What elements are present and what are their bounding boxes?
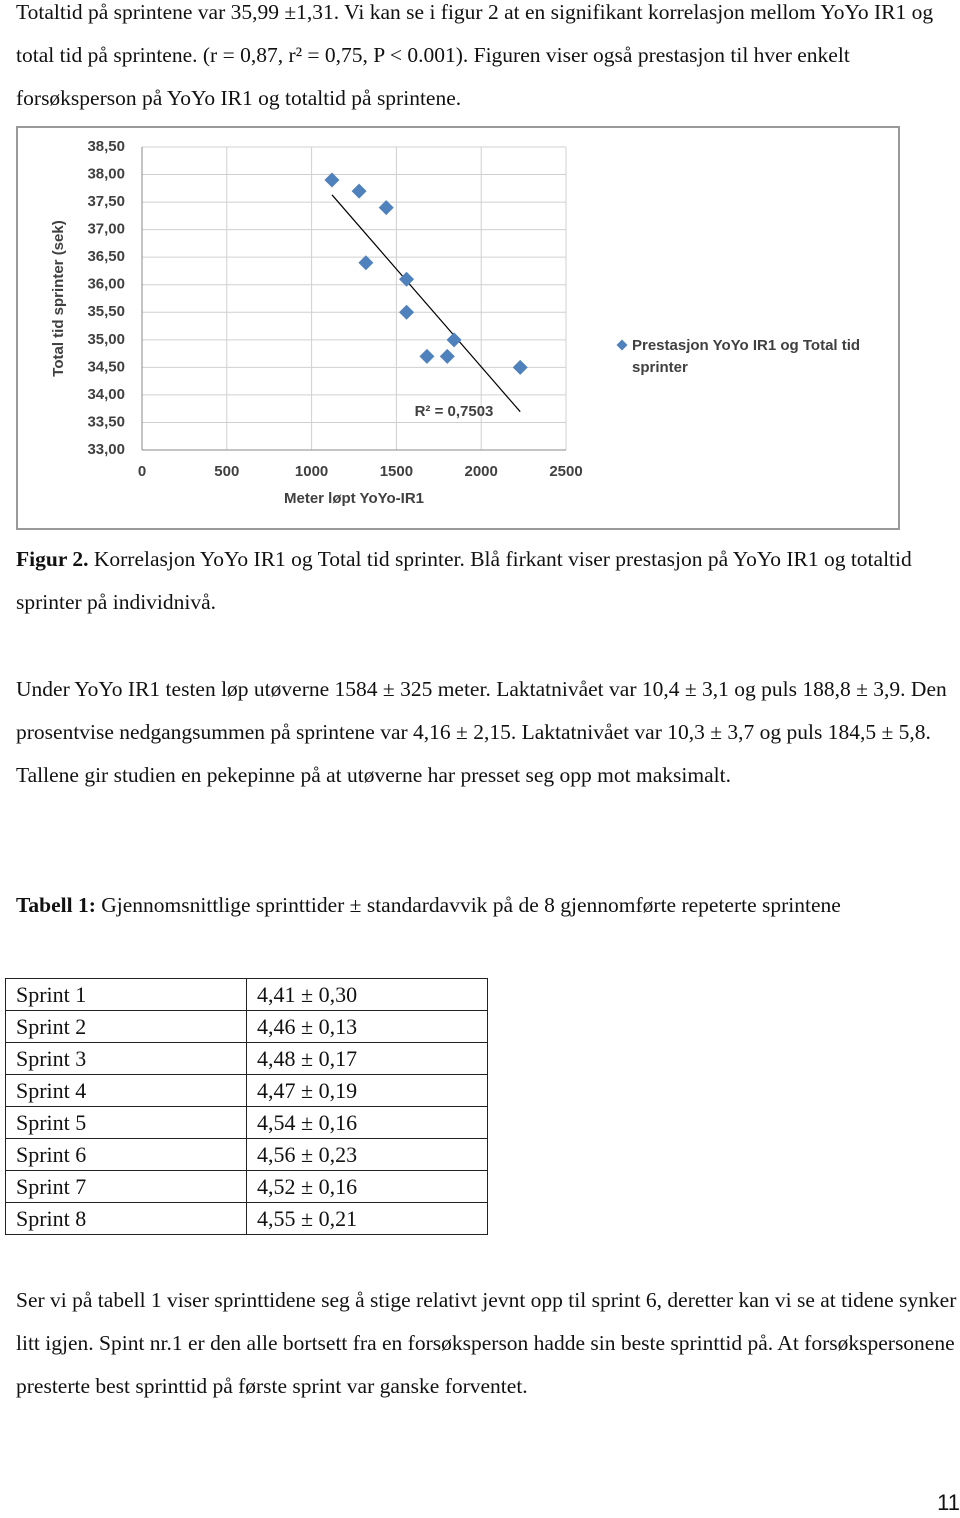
data-point: [351, 183, 367, 199]
y-tick-label: 36,00: [87, 276, 125, 293]
table-cell: 4,47 ± 0,19: [246, 1074, 488, 1107]
table-row: Sprint 8 4,55 ± 0,21: [5, 1202, 488, 1235]
chart: 33,00 33,50 34,00 34,50 35,00 35,50 36,00 36,50…: [50, 138, 628, 507]
y-tick-label: 34,00: [87, 386, 125, 403]
data-point: [446, 332, 462, 348]
table-caption: Tabell 1: Gjennomsnittlige sprinttider ±…: [16, 884, 916, 927]
x-tick-label: 0: [138, 463, 146, 480]
table-cell: Sprint 5: [5, 1106, 247, 1139]
data-point: [378, 200, 394, 216]
legend-marker: [616, 339, 628, 351]
table-cell: Sprint 7: [5, 1170, 247, 1203]
table-cell: 4,41 ± 0,30: [246, 978, 488, 1011]
paragraph: Ser vi på tabell 1 viser sprinttidene se…: [16, 1288, 957, 1398]
y-tick-label: 35,50: [87, 303, 125, 320]
table-row: Sprint 3 4,48 ± 0,17: [5, 1042, 488, 1075]
x-tick-label: 1000: [295, 463, 328, 480]
data-point: [439, 348, 455, 364]
table-row: Sprint 7 4,52 ± 0,16: [5, 1170, 488, 1203]
table: Sprint 1 4,41 ± 0,30 Sprint 2 4,46 ± 0,13 Sp…: [5, 978, 488, 1235]
x-tick-label: 2000: [465, 463, 498, 480]
x-tick-label: 500: [214, 463, 239, 480]
table-caption-label: Tabell 1:: [16, 893, 96, 917]
data-point: [324, 172, 340, 188]
trendline: [331, 194, 521, 413]
table-cell: Sprint 4: [5, 1074, 247, 1107]
y-tick-label: 34,50: [87, 358, 125, 375]
table-cell: 4,52 ± 0,16: [246, 1170, 488, 1203]
x-axis-title: Meter løpt YoYo-IR1: [284, 490, 424, 507]
figure: 33,00 33,50 34,00 34,50 35,00 35,50 36,00 36,50…: [16, 126, 900, 530]
figure-caption: Figur 2. Korrelasjon YoYo IR1 og Total t…: [16, 538, 960, 624]
data-point: [399, 271, 415, 287]
table-cell: 4,54 ± 0,16: [246, 1106, 488, 1139]
data-point: [358, 255, 374, 271]
table-row: Sprint 4 4,47 ± 0,19: [5, 1074, 488, 1107]
table-row: Sprint 6 4,56 ± 0,23: [5, 1138, 488, 1171]
table-cell: 4,55 ± 0,21: [246, 1202, 488, 1235]
table-row: Sprint 1 4,41 ± 0,30: [5, 978, 488, 1011]
caption-text: Korrelasjon YoYo IR1 og Total tid sprint…: [16, 547, 912, 614]
y-axis-title: Total tid sprinter (sek): [50, 220, 67, 376]
page-number: 11: [937, 1490, 960, 1515]
annotation: R² = 0,7503: [415, 403, 494, 420]
y-tick-label: 37,00: [87, 221, 125, 238]
table-cell: 4,56 ± 0,23: [246, 1138, 488, 1171]
y-tick-label: 37,50: [87, 193, 125, 210]
table-row: Sprint 5 4,54 ± 0,16: [5, 1106, 488, 1139]
table-cell: Sprint 3: [5, 1042, 247, 1075]
table-row: Sprint 2 4,46 ± 0,13: [5, 1010, 488, 1043]
y-tick-label: 35,00: [87, 331, 125, 348]
y-tick-label: 33,50: [87, 413, 125, 430]
table-cell: Sprint 2: [5, 1010, 247, 1043]
data-point: [419, 348, 435, 364]
y-tick-label: 38,50: [87, 138, 125, 155]
paragraph: Totaltid på sprintene var 35,99 ±1,31. V…: [16, 0, 934, 110]
y-tick-label: 36,50: [87, 248, 125, 265]
x-tick-label: 2500: [549, 463, 582, 480]
x-tick-label: 1500: [380, 463, 413, 480]
table-cell: Sprint 6: [5, 1138, 247, 1171]
caption-label: Figur 2.: [16, 547, 89, 571]
table-cell: Sprint 8: [5, 1202, 247, 1235]
table-cell: Sprint 1: [5, 978, 247, 1011]
data-point: [512, 359, 528, 375]
data-point: [399, 304, 415, 320]
y-tick-label: 33,00: [87, 441, 125, 458]
table-caption-text: Gjennomsnittlige sprinttider ± standarda…: [101, 893, 841, 917]
legend-label: Prestasjon YoYo IR1 og Total tid sprinte…: [632, 337, 861, 376]
y-tick-label: 38,00: [87, 166, 125, 183]
table-cell: 4,46 ± 0,13: [246, 1010, 488, 1043]
paragraph: Under YoYo IR1 testen løp utøverne 1584 …: [16, 677, 947, 787]
table-cell: 4,48 ± 0,17: [246, 1042, 488, 1075]
